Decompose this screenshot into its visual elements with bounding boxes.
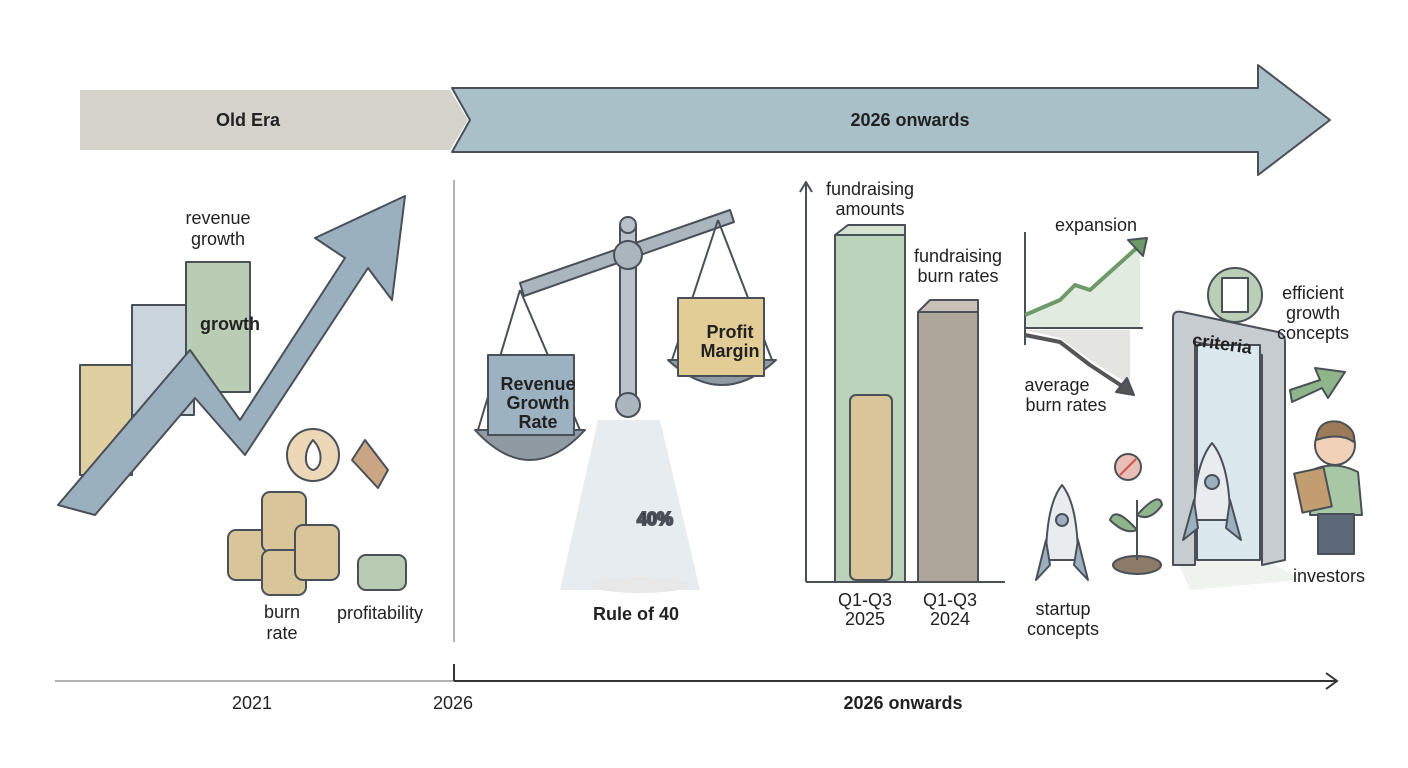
balance-scale-part bbox=[619, 216, 637, 234]
average-burn-label: burn rates bbox=[1025, 395, 1106, 415]
coin-stacks bbox=[227, 491, 407, 596]
investor-part bbox=[1293, 466, 1333, 514]
trend-lines-part bbox=[1025, 330, 1130, 385]
expansion-label: expansion bbox=[1055, 215, 1137, 235]
fundraising-chart-part-part bbox=[849, 394, 893, 581]
balance-scale-part bbox=[560, 420, 700, 590]
criteria-gate-part bbox=[1221, 277, 1249, 313]
revenue-growth-box: Revenue bbox=[500, 374, 575, 394]
header-arrows bbox=[80, 64, 1331, 176]
growth-bars bbox=[79, 261, 251, 476]
burn-icon-part bbox=[351, 439, 389, 489]
balance-scale bbox=[474, 209, 777, 593]
growth-arrow bbox=[57, 195, 406, 516]
timeline-end: 2026 onwards bbox=[843, 693, 962, 713]
startups bbox=[1035, 442, 1242, 581]
balance-scale-part bbox=[487, 354, 575, 436]
fundraising-chart-part bbox=[799, 181, 813, 193]
fundraising-chart-part bbox=[834, 224, 906, 236]
period-2024-label: 2024 bbox=[930, 609, 970, 629]
burn-icon-part bbox=[304, 439, 322, 471]
startups-part bbox=[1182, 499, 1242, 541]
bar-growth-label: growth bbox=[200, 314, 260, 334]
balance-scale-part bbox=[474, 429, 586, 461]
coin-stacks-part bbox=[357, 554, 407, 591]
profit-margin-box: Profit bbox=[707, 322, 754, 342]
fundraising-burn-label: burn rates bbox=[917, 266, 998, 286]
rule-of-40-number: 40% bbox=[637, 509, 673, 529]
header-old-era: Old Era bbox=[216, 110, 281, 130]
efficient-growth-label: efficient bbox=[1282, 283, 1344, 303]
startups-part bbox=[1035, 539, 1089, 581]
header-new-era: 2026 onwards bbox=[850, 110, 969, 130]
fundraising-chart-part bbox=[849, 394, 893, 581]
period-2024-label: Q1-Q3 bbox=[923, 590, 977, 610]
trend-lines-part bbox=[1127, 237, 1148, 257]
revenue-growth-box: Growth bbox=[507, 393, 570, 413]
balance-scale-part bbox=[615, 392, 641, 418]
criteria-gate-part bbox=[1289, 367, 1346, 403]
profitability-label: profitability bbox=[337, 603, 423, 623]
fundraising-amounts-label: fundraising bbox=[826, 179, 914, 199]
revenue-growth-label: growth bbox=[191, 229, 245, 249]
fundraising-chart bbox=[799, 181, 1005, 583]
profit-margin-box: Margin bbox=[700, 341, 759, 361]
balance-scale-part bbox=[590, 577, 690, 593]
timeline-start: 2021 bbox=[232, 693, 272, 713]
startups-part bbox=[1119, 458, 1137, 476]
burn-rate-label: rate bbox=[266, 623, 297, 643]
investor-part bbox=[1315, 420, 1356, 443]
trend-lines-part bbox=[1024, 333, 1127, 390]
timeline-axis bbox=[55, 664, 1339, 690]
coin-stacks-part bbox=[294, 524, 340, 581]
trend-lines-part bbox=[1115, 377, 1135, 396]
balance-scale-part bbox=[677, 297, 765, 377]
header-arrows-part bbox=[451, 64, 1331, 176]
revenue-growth-label: revenue bbox=[185, 208, 250, 228]
efficient-growth-label: concepts bbox=[1277, 323, 1349, 343]
header-arrows-part bbox=[80, 90, 468, 150]
burn-icon bbox=[286, 428, 389, 489]
startups-part bbox=[1055, 513, 1069, 527]
fundraising-chart-part bbox=[917, 311, 979, 583]
timeline-mid: 2026 bbox=[433, 693, 473, 713]
trend-lines bbox=[1024, 232, 1148, 396]
revenue-growth-box: Rate bbox=[518, 412, 557, 432]
period-2025-label: Q1-Q3 bbox=[838, 590, 892, 610]
rule-of-40-caption: Rule of 40 bbox=[593, 604, 679, 624]
efficient-growth-label: growth bbox=[1286, 303, 1340, 323]
investors-label: investors bbox=[1293, 566, 1365, 586]
investor-part bbox=[1317, 513, 1355, 555]
startup-concepts-label: concepts bbox=[1027, 619, 1099, 639]
startups-part bbox=[1204, 474, 1220, 490]
trend-lines-part bbox=[1024, 243, 1142, 317]
fundraising-chart-part bbox=[917, 299, 979, 313]
startups-part bbox=[1109, 498, 1163, 560]
average-burn-label: average bbox=[1024, 375, 1089, 395]
burn-rate-label: burn bbox=[264, 602, 300, 622]
balance-scale-part bbox=[613, 240, 643, 270]
timeline-axis-part bbox=[1325, 672, 1339, 690]
startup-concepts-label: startup bbox=[1035, 599, 1090, 619]
trend-lines-part bbox=[1025, 245, 1140, 328]
fundraising-burn-label: fundraising bbox=[914, 246, 1002, 266]
fundraising-amounts-label: amounts bbox=[835, 199, 904, 219]
investor bbox=[1293, 420, 1363, 555]
period-2025-label: 2025 bbox=[845, 609, 885, 629]
